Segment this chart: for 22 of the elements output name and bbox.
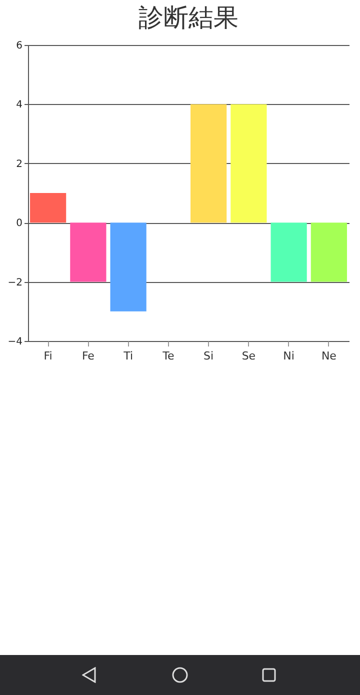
bar <box>190 104 227 223</box>
bar <box>30 193 66 223</box>
x-tick-label: Te <box>162 350 174 362</box>
y-tick-label: 4 <box>16 100 22 111</box>
x-tick-label: Fe <box>82 350 95 362</box>
x-tick-label: Ni <box>283 350 294 362</box>
chart-title: 診断結果 <box>138 3 238 32</box>
y-tick-label: 2 <box>16 158 22 170</box>
bar <box>270 222 307 282</box>
x-tick-label: Fi <box>44 350 52 362</box>
x-tick-label: Ti <box>122 350 134 362</box>
bar <box>70 222 106 282</box>
x-tick-label: Ne <box>321 350 337 362</box>
y-tick-label: −2 <box>8 277 22 288</box>
y-tick-label: 6 <box>16 40 22 52</box>
y-tick-label: −4 <box>8 336 22 348</box>
x-tick-label: Se <box>242 350 256 362</box>
y-tick-label: 0 <box>16 218 22 230</box>
x-tick-label: Si <box>204 350 214 362</box>
bar <box>310 222 347 282</box>
bar <box>110 222 146 312</box>
bar <box>230 104 267 223</box>
